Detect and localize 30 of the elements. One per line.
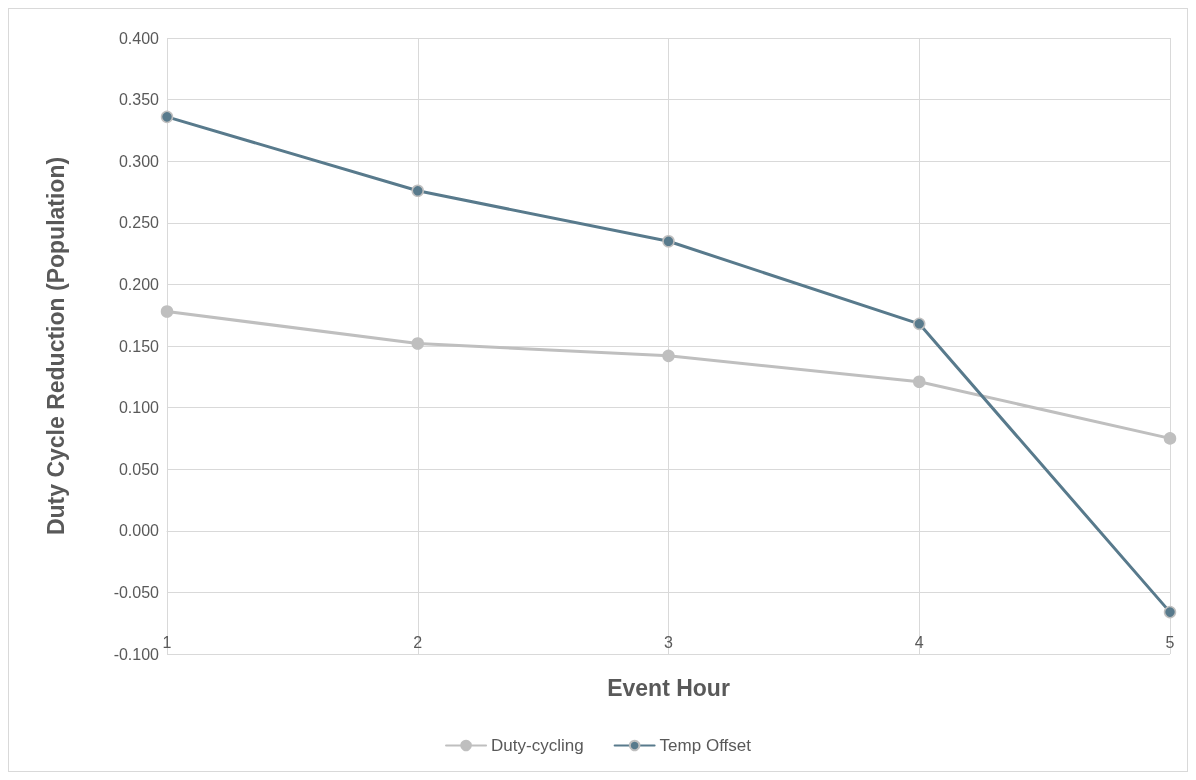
point [1163, 605, 1177, 619]
y-tick-label: 0.250 [118, 214, 160, 232]
x-tick-label: 2 [413, 633, 423, 651]
point [662, 235, 675, 248]
y-tick-label: 0.300 [118, 152, 160, 170]
y-tick-label: -0.050 [113, 583, 160, 601]
y-axis-title: Duty Cycle Reduction (Population) [42, 156, 69, 536]
y-tick-label: 0.100 [118, 399, 160, 417]
y-tick-label: 0.000 [118, 522, 160, 540]
point [913, 375, 926, 388]
x-tick-label: 4 [914, 633, 924, 651]
x-tick-label: 5 [1165, 633, 1175, 651]
point [160, 110, 174, 124]
y-tick-label: 0.050 [118, 460, 160, 478]
point [913, 317, 926, 331]
legend-label: Temp Offset [659, 736, 752, 755]
point [411, 337, 424, 350]
y-tick-label: 0.400 [118, 29, 160, 47]
y-tick-label: 0.200 [118, 275, 160, 293]
y-tick-label: 0.350 [118, 91, 160, 109]
x-axis-title: Event Hour [607, 674, 730, 701]
legend-label: Duty-cycling [491, 736, 584, 755]
point [1163, 432, 1177, 445]
point [160, 305, 174, 318]
point [411, 184, 424, 198]
x-tick-label: 1 [162, 633, 172, 651]
point [662, 349, 675, 363]
x-tick-label: 3 [664, 633, 674, 651]
y-tick-label: 0.150 [118, 337, 160, 355]
y-tick-label: -0.100 [113, 645, 160, 663]
